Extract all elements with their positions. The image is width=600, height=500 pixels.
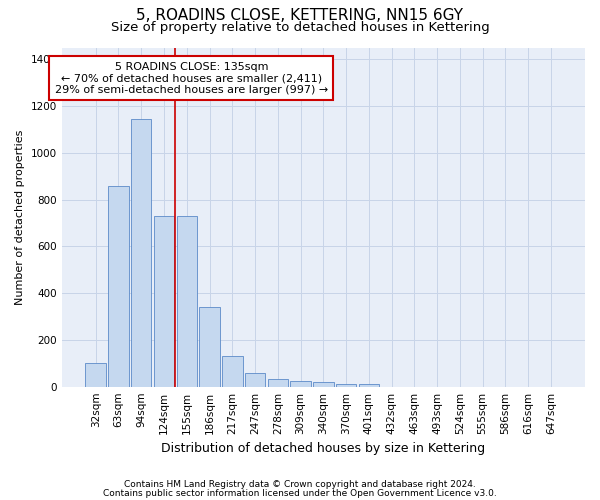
Bar — [131, 119, 151, 386]
Bar — [359, 384, 379, 386]
Bar — [85, 362, 106, 386]
Text: Contains public sector information licensed under the Open Government Licence v3: Contains public sector information licen… — [103, 489, 497, 498]
Bar — [199, 307, 220, 386]
Text: 5, ROADINS CLOSE, KETTERING, NN15 6GY: 5, ROADINS CLOSE, KETTERING, NN15 6GY — [137, 8, 464, 22]
Bar — [176, 216, 197, 386]
Bar — [290, 381, 311, 386]
Bar — [108, 186, 129, 386]
Text: Contains HM Land Registry data © Crown copyright and database right 2024.: Contains HM Land Registry data © Crown c… — [124, 480, 476, 489]
Bar — [313, 382, 334, 386]
Bar — [336, 384, 356, 386]
Text: Size of property relative to detached houses in Kettering: Size of property relative to detached ho… — [110, 21, 490, 34]
Bar — [245, 372, 265, 386]
X-axis label: Distribution of detached houses by size in Kettering: Distribution of detached houses by size … — [161, 442, 485, 455]
Bar — [268, 379, 288, 386]
Bar — [154, 216, 174, 386]
Bar — [222, 356, 242, 386]
Text: 5 ROADINS CLOSE: 135sqm
← 70% of detached houses are smaller (2,411)
29% of semi: 5 ROADINS CLOSE: 135sqm ← 70% of detache… — [55, 62, 328, 94]
Y-axis label: Number of detached properties: Number of detached properties — [15, 130, 25, 305]
